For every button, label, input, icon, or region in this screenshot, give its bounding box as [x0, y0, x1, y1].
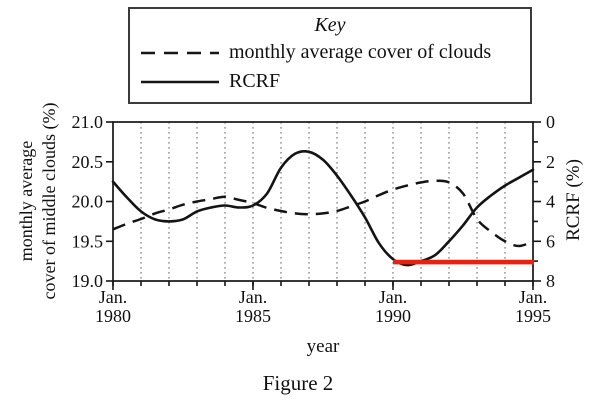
left-tick-label: 20.0 — [72, 192, 104, 212]
legend-label-clouds: monthly average cover of clouds — [229, 41, 492, 63]
dashed-line-sample — [141, 51, 219, 54]
x-tick-label-year: 1985 — [235, 306, 271, 326]
series-rcrf — [111, 150, 535, 267]
right-tick-label: 8 — [546, 271, 555, 291]
right-tick-label: 0 — [546, 112, 555, 132]
series-clouds — [112, 179, 534, 248]
left-tick-label: 19.5 — [72, 231, 104, 251]
left-tick-label: 20.5 — [72, 152, 104, 172]
key-box: Key monthly average cover of clouds RCRF — [128, 7, 532, 104]
right-tick-label: 4 — [546, 192, 555, 212]
plot-border — [112, 121, 534, 282]
legend-label-rcrf: RCRF — [229, 70, 281, 92]
legend-entry-clouds: monthly average cover of clouds — [140, 38, 530, 67]
x-tick-label-month: Jan. — [239, 287, 268, 307]
right-axis-title: RCRF (%) — [563, 159, 584, 241]
left-tick-label: 21.0 — [72, 112, 104, 132]
right-tick-label: 6 — [546, 231, 555, 251]
left-axis-title: monthly average cover of middle clouds (… — [15, 103, 61, 300]
legend-entry-rcrf: RCRF — [140, 67, 530, 96]
key-title: Key — [314, 14, 346, 36]
x-tick-label-month: Jan. — [519, 287, 548, 307]
right-tick-label: 2 — [546, 152, 555, 172]
x-tick-label-year: 1980 — [95, 306, 131, 326]
left-axis-title-line1: monthly average — [16, 140, 36, 262]
figure-caption: Figure 2 — [262, 371, 334, 395]
x-axis-title: year — [306, 336, 340, 357]
solid-line-sample — [141, 80, 219, 83]
left-tick-label: 19.0 — [72, 271, 104, 291]
x-tick-label-month: Jan. — [99, 287, 128, 307]
x-tick-label-year: 1995 — [515, 306, 551, 326]
x-tick-label-year: 1990 — [375, 306, 411, 326]
left-axis-title-line2: cover of middle clouds (%) — [39, 102, 59, 300]
x-tick-label-month: Jan. — [379, 287, 408, 307]
